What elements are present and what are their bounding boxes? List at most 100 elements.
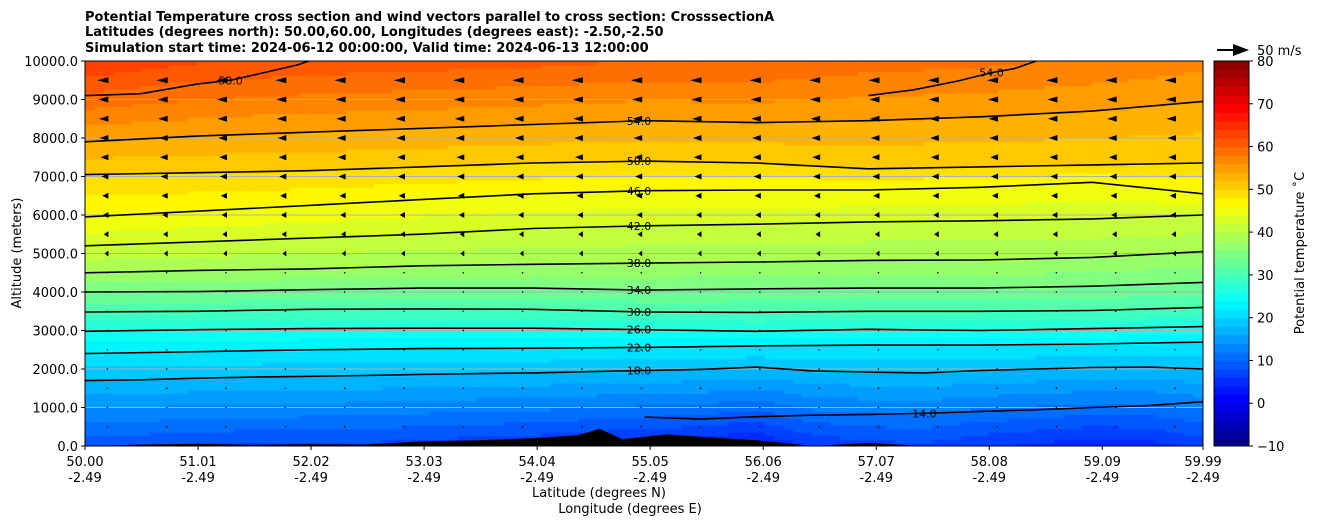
fill-cell [373, 400, 384, 405]
fill-cell [206, 390, 217, 395]
fill-cell [262, 82, 272, 87]
fill-cell [131, 313, 142, 318]
fill-cell [317, 229, 328, 234]
fill-cell [401, 243, 412, 248]
fill-cell [457, 376, 468, 381]
fill-cell [159, 425, 170, 430]
fill-cell [243, 173, 254, 178]
fill-cell [289, 351, 300, 356]
fill-cell [131, 334, 142, 339]
fill-cell [345, 264, 356, 269]
fill-cell [140, 327, 151, 332]
fill-cell [373, 117, 384, 122]
fill-cell [411, 78, 421, 83]
fill-cell [373, 201, 384, 206]
fill-cell [178, 271, 189, 276]
fill-cell [280, 302, 291, 307]
fill-cell [345, 134, 356, 139]
fill-cell [420, 288, 431, 293]
fill-cell [420, 176, 431, 181]
fill-cell [355, 187, 366, 192]
fill-cell [94, 390, 105, 395]
fill-cell [140, 404, 151, 409]
fill-cell [131, 400, 142, 405]
fill-cell [234, 229, 244, 234]
fill-cell [392, 208, 403, 213]
fill-cell [234, 348, 244, 353]
fill-cell [355, 421, 366, 426]
fill-cell [494, 299, 505, 304]
fill-cell [355, 274, 366, 279]
fill-cell [140, 187, 151, 192]
fill-cell [299, 96, 310, 101]
fill-cell [466, 190, 477, 195]
fill-cell [271, 71, 282, 76]
fill-cell [262, 236, 272, 241]
fill-cell [131, 341, 142, 346]
fill-cell [401, 180, 412, 185]
fill-cell [112, 397, 123, 402]
fill-cell [262, 201, 272, 206]
fill-cell [457, 257, 468, 262]
fill-cell [94, 267, 105, 272]
fill-cell [392, 334, 403, 339]
fill-cell [504, 425, 515, 430]
fill-cell [317, 383, 328, 388]
fill-cell [112, 288, 123, 293]
fill-cell [131, 365, 142, 370]
fill-cell [448, 190, 459, 195]
fill-cell [485, 113, 496, 118]
fill-cell [131, 68, 142, 73]
fill-cell [168, 292, 179, 297]
fill-cell [224, 323, 235, 328]
fill-cell [336, 313, 347, 318]
fill-cell [485, 393, 496, 398]
fill-cell [457, 103, 468, 108]
fill-cell [411, 208, 421, 213]
fill-cell [420, 201, 431, 206]
fill-cell [466, 334, 477, 339]
fill-cell [420, 204, 431, 209]
fill-cell [122, 106, 133, 111]
fill-cell [439, 323, 449, 328]
fill-cell [429, 229, 440, 234]
fill-cell [504, 379, 515, 384]
fill-cell [439, 421, 449, 426]
fill-cell [131, 124, 142, 129]
fill-cell [271, 404, 282, 409]
fill-cell [140, 106, 151, 111]
fill-cell [112, 127, 123, 132]
fill-cell [103, 113, 114, 118]
fill-cell [178, 166, 189, 171]
fill-cell [317, 390, 328, 395]
fill-cell [448, 267, 459, 272]
fill-cell [299, 190, 310, 195]
fill-cell [485, 302, 496, 307]
fill-cell [439, 96, 449, 101]
fill-cell [327, 173, 338, 178]
fill-cell [234, 362, 244, 367]
fill-cell [420, 141, 431, 146]
fill-cell [299, 379, 310, 384]
fill-cell [317, 225, 328, 230]
fill-cell [457, 358, 468, 363]
fill-cell [140, 250, 151, 255]
fill-cell [196, 299, 207, 304]
fill-cell [150, 281, 161, 286]
fill-cell [280, 355, 291, 360]
fill-cell [243, 313, 254, 318]
fill-cell [476, 236, 487, 241]
fill-cell [494, 148, 505, 153]
fill-cell [131, 239, 142, 244]
fill-cell [252, 442, 263, 446]
fill-cell [159, 397, 170, 402]
fill-cell [308, 386, 319, 391]
fill-cell [364, 169, 375, 174]
fill-cell [168, 99, 179, 104]
fill-cell [336, 71, 347, 76]
fill-cell [485, 253, 496, 258]
fill-cell [178, 355, 189, 360]
fill-cell [392, 432, 403, 437]
fill-cell [140, 379, 151, 384]
fill-cell [122, 288, 133, 293]
